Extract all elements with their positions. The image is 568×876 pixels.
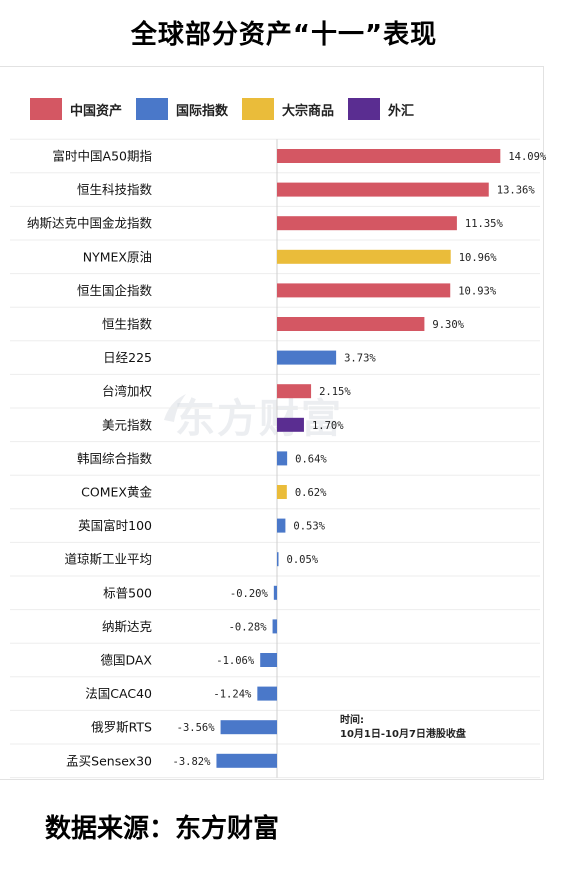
value-label: -1.24%: [213, 689, 252, 701]
value-label: 3.73%: [344, 353, 376, 365]
bar: [277, 451, 288, 466]
chart-legend: 中国资产 国际指数 大宗商品 外汇: [30, 94, 428, 124]
legend-swatch: [30, 98, 62, 120]
value-label: 11.35%: [465, 218, 504, 230]
bar: [277, 384, 312, 399]
watermark: 东方财富: [175, 396, 343, 442]
category-label: 道琼斯工业平均: [64, 552, 152, 567]
category-label: 富时中国A50期指: [53, 149, 152, 164]
legend-swatch: [136, 98, 169, 120]
value-label: 13.36%: [497, 185, 536, 197]
value-label: 0.53%: [293, 521, 325, 533]
legend-item-china-assets: 中国资产: [30, 98, 122, 120]
date-note-label: 时间:: [340, 715, 364, 726]
bar: [277, 249, 451, 264]
category-label: 韩国综合指数: [77, 451, 153, 466]
category-label: 标普500: [103, 585, 152, 600]
bar: [277, 283, 451, 298]
category-label: 纳斯达克: [102, 619, 152, 634]
value-label: 0.05%: [287, 554, 319, 566]
date-note: 时间: 10月1日-10月7日港股收盘: [340, 714, 466, 742]
category-label: 法国CAC40: [85, 686, 152, 701]
legend-label: 外汇: [388, 103, 415, 119]
bar: [277, 149, 501, 163]
bar: [277, 216, 457, 231]
legend-swatch: [242, 98, 275, 120]
value-label: 10.93%: [458, 285, 497, 297]
bar: [272, 619, 277, 634]
bar: [277, 417, 304, 432]
value-label: 0.62%: [295, 487, 327, 499]
category-label: 台湾加权: [102, 384, 153, 399]
legend-label: 大宗商品: [282, 103, 335, 119]
value-label: -0.20%: [230, 588, 269, 600]
data-source: 数据来源：东方财富: [45, 814, 280, 844]
value-label: -0.28%: [229, 621, 268, 633]
category-label: 恒生指数: [102, 317, 153, 332]
value-label: 9.30%: [432, 319, 464, 331]
value-label: 2.15%: [319, 386, 351, 398]
value-label: 0.64%: [295, 453, 327, 465]
value-label: 1.70%: [312, 420, 344, 432]
category-label: NYMEX原油: [83, 249, 152, 264]
bar: [216, 753, 277, 768]
bar: [277, 350, 337, 365]
legend-item-commodities: 大宗商品: [242, 98, 334, 120]
category-label: 英国富时100: [78, 518, 152, 533]
value-label: -1.06%: [216, 655, 255, 667]
bar: [257, 686, 277, 701]
category-label: 日经225: [103, 350, 152, 365]
bar: [277, 485, 287, 499]
bar: [277, 518, 286, 533]
legend-swatch: [348, 98, 381, 120]
bar: [273, 585, 277, 600]
date-note-range: 10月1日-10月7日港股收盘: [340, 729, 466, 740]
value-label: -3.56%: [177, 722, 216, 734]
legend-item-forex: 外汇: [348, 98, 414, 120]
category-label: COMEX黄金: [81, 485, 152, 500]
value-label: -3.82%: [173, 756, 212, 768]
bar: [260, 653, 277, 667]
bar: [220, 720, 277, 735]
category-label: 孟买Sensex30: [66, 753, 152, 768]
bar: [277, 552, 279, 567]
category-label: 纳斯达克中国金龙指数: [27, 216, 153, 231]
category-label: 德国DAX: [100, 653, 152, 668]
category-label: 俄罗斯RTS: [91, 720, 152, 735]
legend-label: 中国资产: [70, 103, 123, 119]
value-label: 14.09%: [508, 151, 547, 163]
legend-label: 国际指数: [176, 103, 229, 119]
page-title: 全球部分资产“十一”表现: [130, 20, 438, 50]
category-label: 恒生国企指数: [77, 283, 153, 298]
bar: [277, 182, 489, 197]
bar: [277, 317, 425, 331]
value-label: 10.96%: [459, 252, 498, 264]
category-label: 恒生科技指数: [77, 182, 153, 197]
category-label: 美元指数: [102, 417, 153, 432]
legend-item-intl-index: 国际指数: [136, 98, 228, 120]
